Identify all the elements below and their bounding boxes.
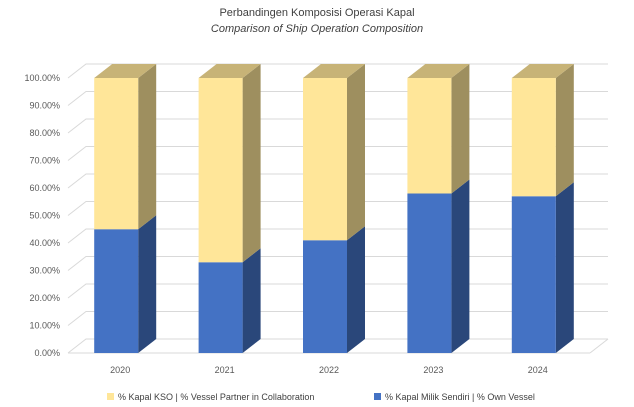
bar-side-own-vessel: [451, 179, 470, 353]
x-tick-label: 2023: [423, 365, 443, 375]
legend-swatch: [107, 393, 114, 400]
bar-kso: [94, 78, 139, 230]
x-tick-label: 2024: [528, 365, 548, 375]
y-tick-label: 70.00%: [29, 156, 60, 166]
bar-own-vessel: [407, 193, 452, 353]
bar-kso: [198, 78, 243, 263]
bar-side-own-vessel: [242, 248, 261, 353]
bar-kso: [511, 78, 556, 197]
x-tick-label: 2020: [110, 365, 130, 375]
bar-side-kso: [347, 64, 365, 241]
bar-side-kso: [138, 64, 157, 230]
bar-side-own-vessel: [555, 182, 574, 353]
y-tick-label: 80.00%: [29, 128, 60, 138]
bar-side-kso: [451, 64, 470, 194]
legend-label: % Kapal KSO | % Vessel Partner in Collab…: [118, 392, 314, 402]
y-tick-label: 60.00%: [29, 183, 60, 193]
chart-title: Perbandingen Komposisi Operasi Kapal: [219, 7, 415, 19]
x-tick-label: 2021: [215, 365, 235, 375]
y-tick-label: 30.00%: [29, 266, 60, 276]
bar-own-vessel: [303, 240, 347, 353]
y-tick-label: 100.00%: [24, 73, 60, 83]
bar-side-kso: [242, 64, 261, 263]
bar-kso: [407, 78, 452, 194]
bar-top: [94, 64, 157, 78]
bar-kso: [303, 78, 347, 241]
floor-edge: [589, 338, 609, 354]
bar-own-vessel: [198, 262, 243, 353]
y-tick-label: 40.00%: [29, 238, 60, 248]
legend-swatch: [374, 393, 381, 400]
bar-side-kso: [555, 64, 574, 197]
bar-top: [511, 64, 574, 78]
legend-label: % Kapal Milik Sendiri | % Own Vessel: [385, 392, 535, 402]
bar-own-vessel: [94, 229, 139, 353]
bar-own-vessel: [511, 196, 556, 353]
y-tick-label: 90.00%: [29, 101, 60, 111]
y-tick-label: 20.00%: [29, 293, 60, 303]
bar-side-own-vessel: [347, 226, 365, 353]
y-tick-label: 0.00%: [34, 348, 60, 358]
chart-subtitle: Comparison of Ship Operation Composition: [210, 23, 424, 35]
y-tick-label: 10.00%: [29, 321, 60, 331]
bar-top: [407, 64, 470, 78]
y-tick-label: 50.00%: [29, 211, 60, 221]
bar-top: [303, 64, 365, 78]
x-tick-label: 2022: [319, 365, 339, 375]
bar-top: [198, 64, 261, 78]
bar-side-own-vessel: [138, 215, 157, 353]
